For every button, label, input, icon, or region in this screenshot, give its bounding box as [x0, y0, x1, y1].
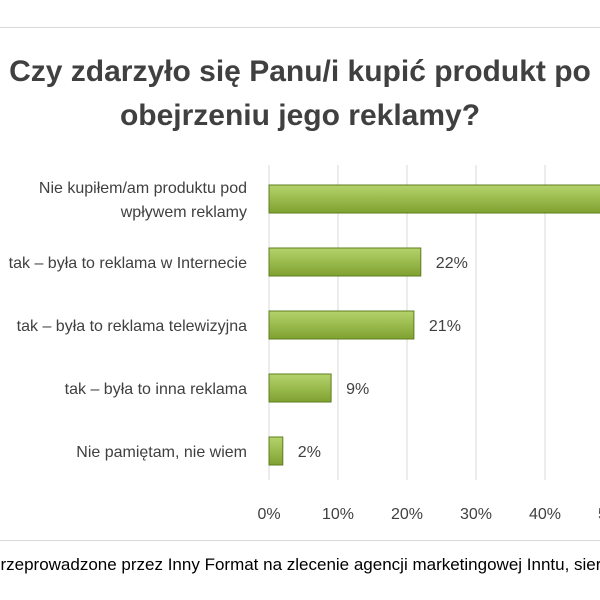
bar	[268, 310, 415, 340]
x-tick-label: 10%	[322, 506, 354, 523]
bar	[268, 373, 332, 403]
chart-title-line2: obejrzeniu jego reklamy?	[119, 99, 481, 132]
x-tick-label: 50%	[598, 506, 600, 523]
category-label: Nie kupiłem/am produktu pod	[39, 180, 247, 197]
bar	[268, 436, 284, 466]
labels: 0% 10% 20% 30% 40% 50% Nie kupiłem/am produktu…	[9, 180, 600, 523]
bars	[268, 184, 600, 466]
category-label: tak – była to inna reklama	[65, 381, 247, 398]
bar	[268, 184, 600, 214]
x-tick-label: 30%	[460, 506, 492, 523]
data-label: 22%	[436, 255, 468, 272]
category-label: tak – była to reklama telewizyjna	[17, 318, 247, 335]
chart-title-line1: Czy zdarzyło się Panu/i kupić produkt po	[9, 55, 591, 88]
x-tick-label: 40%	[529, 506, 561, 523]
top-divider	[0, 27, 600, 28]
x-tick-label: 0%	[257, 506, 280, 523]
x-tick-label: 20%	[391, 506, 423, 523]
data-label: 21%	[429, 318, 461, 335]
category-label: wpływem reklamy	[120, 204, 247, 221]
bar	[268, 247, 422, 277]
data-label: 9%	[346, 381, 369, 398]
category-label: Nie pamiętam, nie wiem	[76, 444, 247, 461]
category-label: tak – była to reklama w Internecie	[9, 255, 247, 272]
chart-title: Czy zdarzyło się Panu/i kupić produkt po…	[0, 50, 600, 138]
data-label: 2%	[298, 444, 321, 461]
source-note: Badanie przeprowadzone przez Inny Format…	[0, 555, 600, 574]
bottom-divider	[0, 540, 600, 541]
